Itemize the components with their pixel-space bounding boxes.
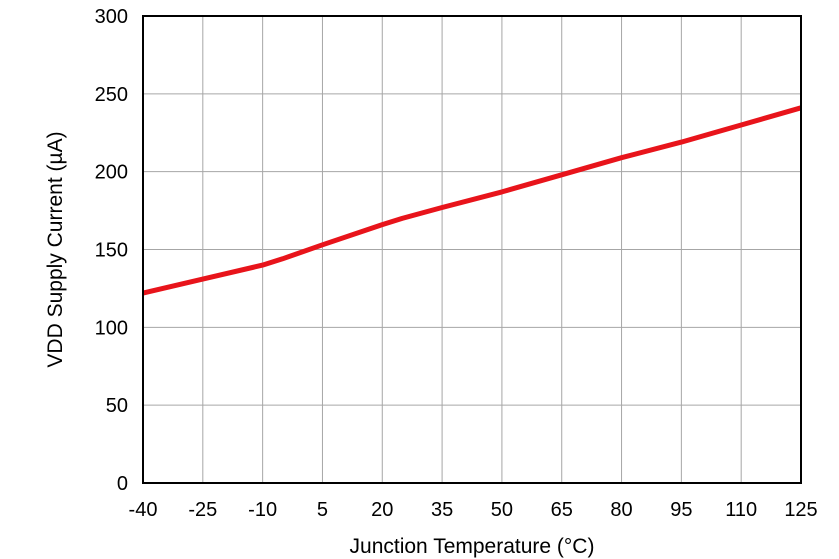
- y-tick-label: 300: [95, 6, 128, 28]
- y-tick-label: 50: [106, 395, 128, 417]
- x-tick-label: 20: [371, 499, 393, 521]
- y-tick-label: 200: [95, 162, 128, 184]
- series-line-1: [142, 105, 802, 296]
- y-axis-title: VDD Supply Current (µA): [44, 131, 67, 367]
- y-tick-label: 100: [95, 317, 128, 339]
- y-tick-label: 0: [117, 473, 128, 495]
- x-tick-label: 65: [551, 499, 573, 521]
- x-tick-label: 5: [317, 499, 328, 521]
- series-layer: [142, 105, 802, 296]
- x-axis-title: Junction Temperature (°C): [350, 535, 595, 558]
- x-tick-label: 125: [784, 499, 817, 521]
- x-tick-label: 95: [670, 499, 692, 521]
- x-tick-label: 35: [431, 499, 453, 521]
- x-tick-label: -40: [129, 499, 158, 521]
- x-tick-label: -10: [248, 499, 277, 521]
- y-tick-label: 250: [95, 84, 128, 106]
- x-tick-label: 110: [725, 499, 757, 521]
- y-tick-label: 150: [95, 240, 128, 262]
- x-tick-label: -25: [188, 499, 217, 521]
- grid: [143, 16, 801, 483]
- tick-labels: -40 -25 -10 5 20 35 50 65 80 95 110 125 0 50 100 150 200…: [95, 6, 818, 521]
- x-tick-label: 80: [610, 499, 632, 521]
- plot-frame: [142, 15, 802, 484]
- x-tick-label: 50: [491, 499, 513, 521]
